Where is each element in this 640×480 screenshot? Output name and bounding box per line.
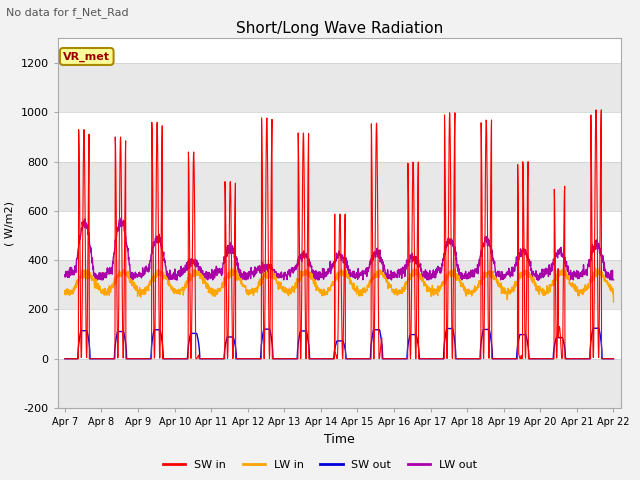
LW out [118,215,125,221]
LW out [499,276,507,282]
LW in [591,265,599,271]
Bar [58,310,621,359]
SW in [598,107,605,113]
LW out [356,273,364,278]
X-axis label: Time: Time [324,432,355,445]
SW out [610,356,618,361]
SW in [367,356,374,361]
Line: LW in: LW in [65,268,614,302]
Line: LW out: LW out [65,218,614,280]
SW out [61,356,68,361]
LW out [214,270,222,276]
SW out [214,356,221,361]
Text: VR_met: VR_met [63,51,110,61]
SW in [499,356,506,361]
Bar [58,112,621,162]
LW out [367,260,375,266]
SW in [214,356,221,361]
LW in [367,279,374,285]
Bar [58,162,621,211]
LW in [355,293,363,299]
LW out [577,270,584,276]
Bar [58,359,621,408]
LW out [562,261,570,267]
SW in [355,356,363,361]
LW in [610,299,618,305]
SW out [577,356,584,361]
SW in [561,356,569,361]
Legend: SW in, LW in, SW out, LW out: SW in, LW in, SW out, LW out [159,456,481,474]
LW out [61,274,68,279]
Title: Short/Long Wave Radiation: Short/Long Wave Radiation [236,21,443,36]
Text: No data for f_Net_Rad: No data for f_Net_Rad [6,7,129,18]
SW out [589,325,597,331]
SW out [499,356,506,361]
SW out [355,356,363,361]
SW in [577,356,584,361]
SW out [367,346,374,351]
SW in [61,356,68,361]
Bar [58,63,621,112]
LW in [61,288,68,294]
Line: SW in: SW in [65,110,614,359]
SW in [610,356,618,361]
LW in [499,288,506,294]
SW out [561,347,569,353]
Bar [58,260,621,310]
LW in [561,273,569,279]
LW out [610,277,618,283]
Y-axis label: ( W/m2): ( W/m2) [5,201,15,246]
Line: SW out: SW out [65,328,614,359]
LW in [577,288,584,294]
Bar [58,211,621,260]
LW out [92,277,100,283]
LW in [214,286,221,291]
